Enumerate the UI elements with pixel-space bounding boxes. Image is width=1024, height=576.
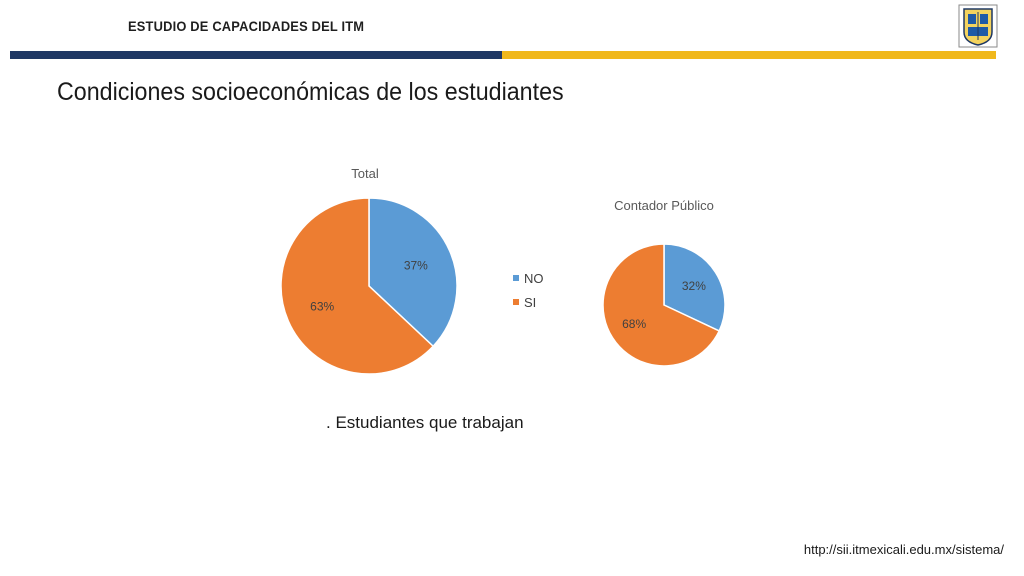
caption: . Estudiantes que trabajan (326, 413, 524, 432)
pie-0-slice-no (368, 197, 458, 348)
pie-0-label-si: 63% (310, 299, 334, 313)
legend-label-si: SI (524, 294, 537, 310)
pie-1-label-no: 32% (682, 279, 706, 293)
pie-0-label-no: 37% (404, 259, 428, 273)
pie-0-slice-si (280, 197, 435, 375)
legend-label-no: NO (524, 270, 544, 286)
slide-title: Condiciones socioeconómicas de los estud… (57, 78, 564, 106)
legend-item-si: SI (513, 290, 544, 314)
header-navy-bar (10, 51, 502, 59)
header-yellow-bar (502, 51, 996, 59)
pie-1-slice-si (602, 243, 721, 367)
pie-1-slice-no (663, 243, 726, 332)
legend-swatch-si (513, 299, 519, 305)
chart-title-total: Total (351, 166, 379, 181)
chart-title-contador: Contador Público (614, 198, 714, 213)
header-title: ESTUDIO DE CAPACIDADES DEL ITM (128, 18, 365, 34)
itm-shield-logo-icon (958, 4, 998, 48)
legend-swatch-no (513, 275, 519, 281)
legend: NO SI (513, 266, 544, 314)
footer-url[interactable]: http://sii.itmexicali.edu.mx/sistema/ (803, 542, 1004, 557)
legend-item-no: NO (513, 266, 544, 290)
pie-1-label-si: 68% (622, 317, 646, 331)
